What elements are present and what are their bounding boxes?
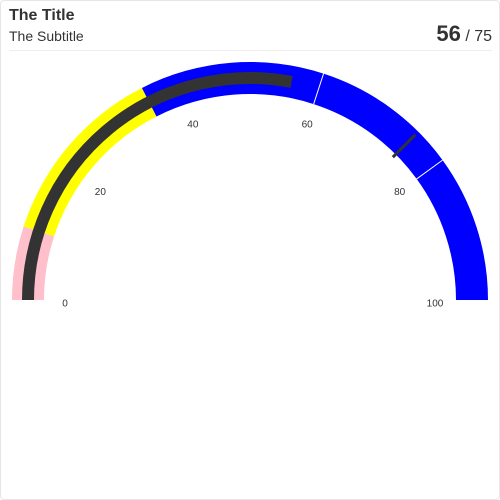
kpi-readout: 56 / 75 — [436, 21, 492, 47]
tick-label-40: 40 — [187, 120, 199, 131]
gauge-band-4 — [416, 160, 488, 300]
tick-label-60: 60 — [302, 120, 314, 131]
gauge-bands — [12, 62, 488, 300]
gauge-target-group — [391, 133, 417, 159]
header-divider — [9, 50, 492, 51]
gauge-value-arc-group — [22, 72, 293, 301]
gauge-target-marker — [391, 133, 417, 159]
band-separator-4 — [416, 159, 443, 180]
chart-title: The Title — [9, 7, 75, 24]
gauge-value-arc — [22, 72, 293, 301]
tick-label-100: 100 — [427, 299, 444, 310]
chart-subtitle: The Subtitle — [9, 28, 84, 44]
kpi-target: / 75 — [465, 28, 492, 45]
band-separators — [313, 73, 443, 180]
tick-label-80: 80 — [394, 187, 406, 198]
gauge-tick-labels: 0 20 40 60 80 100 — [62, 120, 444, 310]
tick-label-0: 0 — [62, 299, 68, 310]
tick-label-20: 20 — [95, 187, 107, 198]
band-separator-3 — [313, 73, 325, 105]
gauge-band-3 — [313, 73, 443, 179]
kpi-value: 56 — [436, 21, 461, 46]
